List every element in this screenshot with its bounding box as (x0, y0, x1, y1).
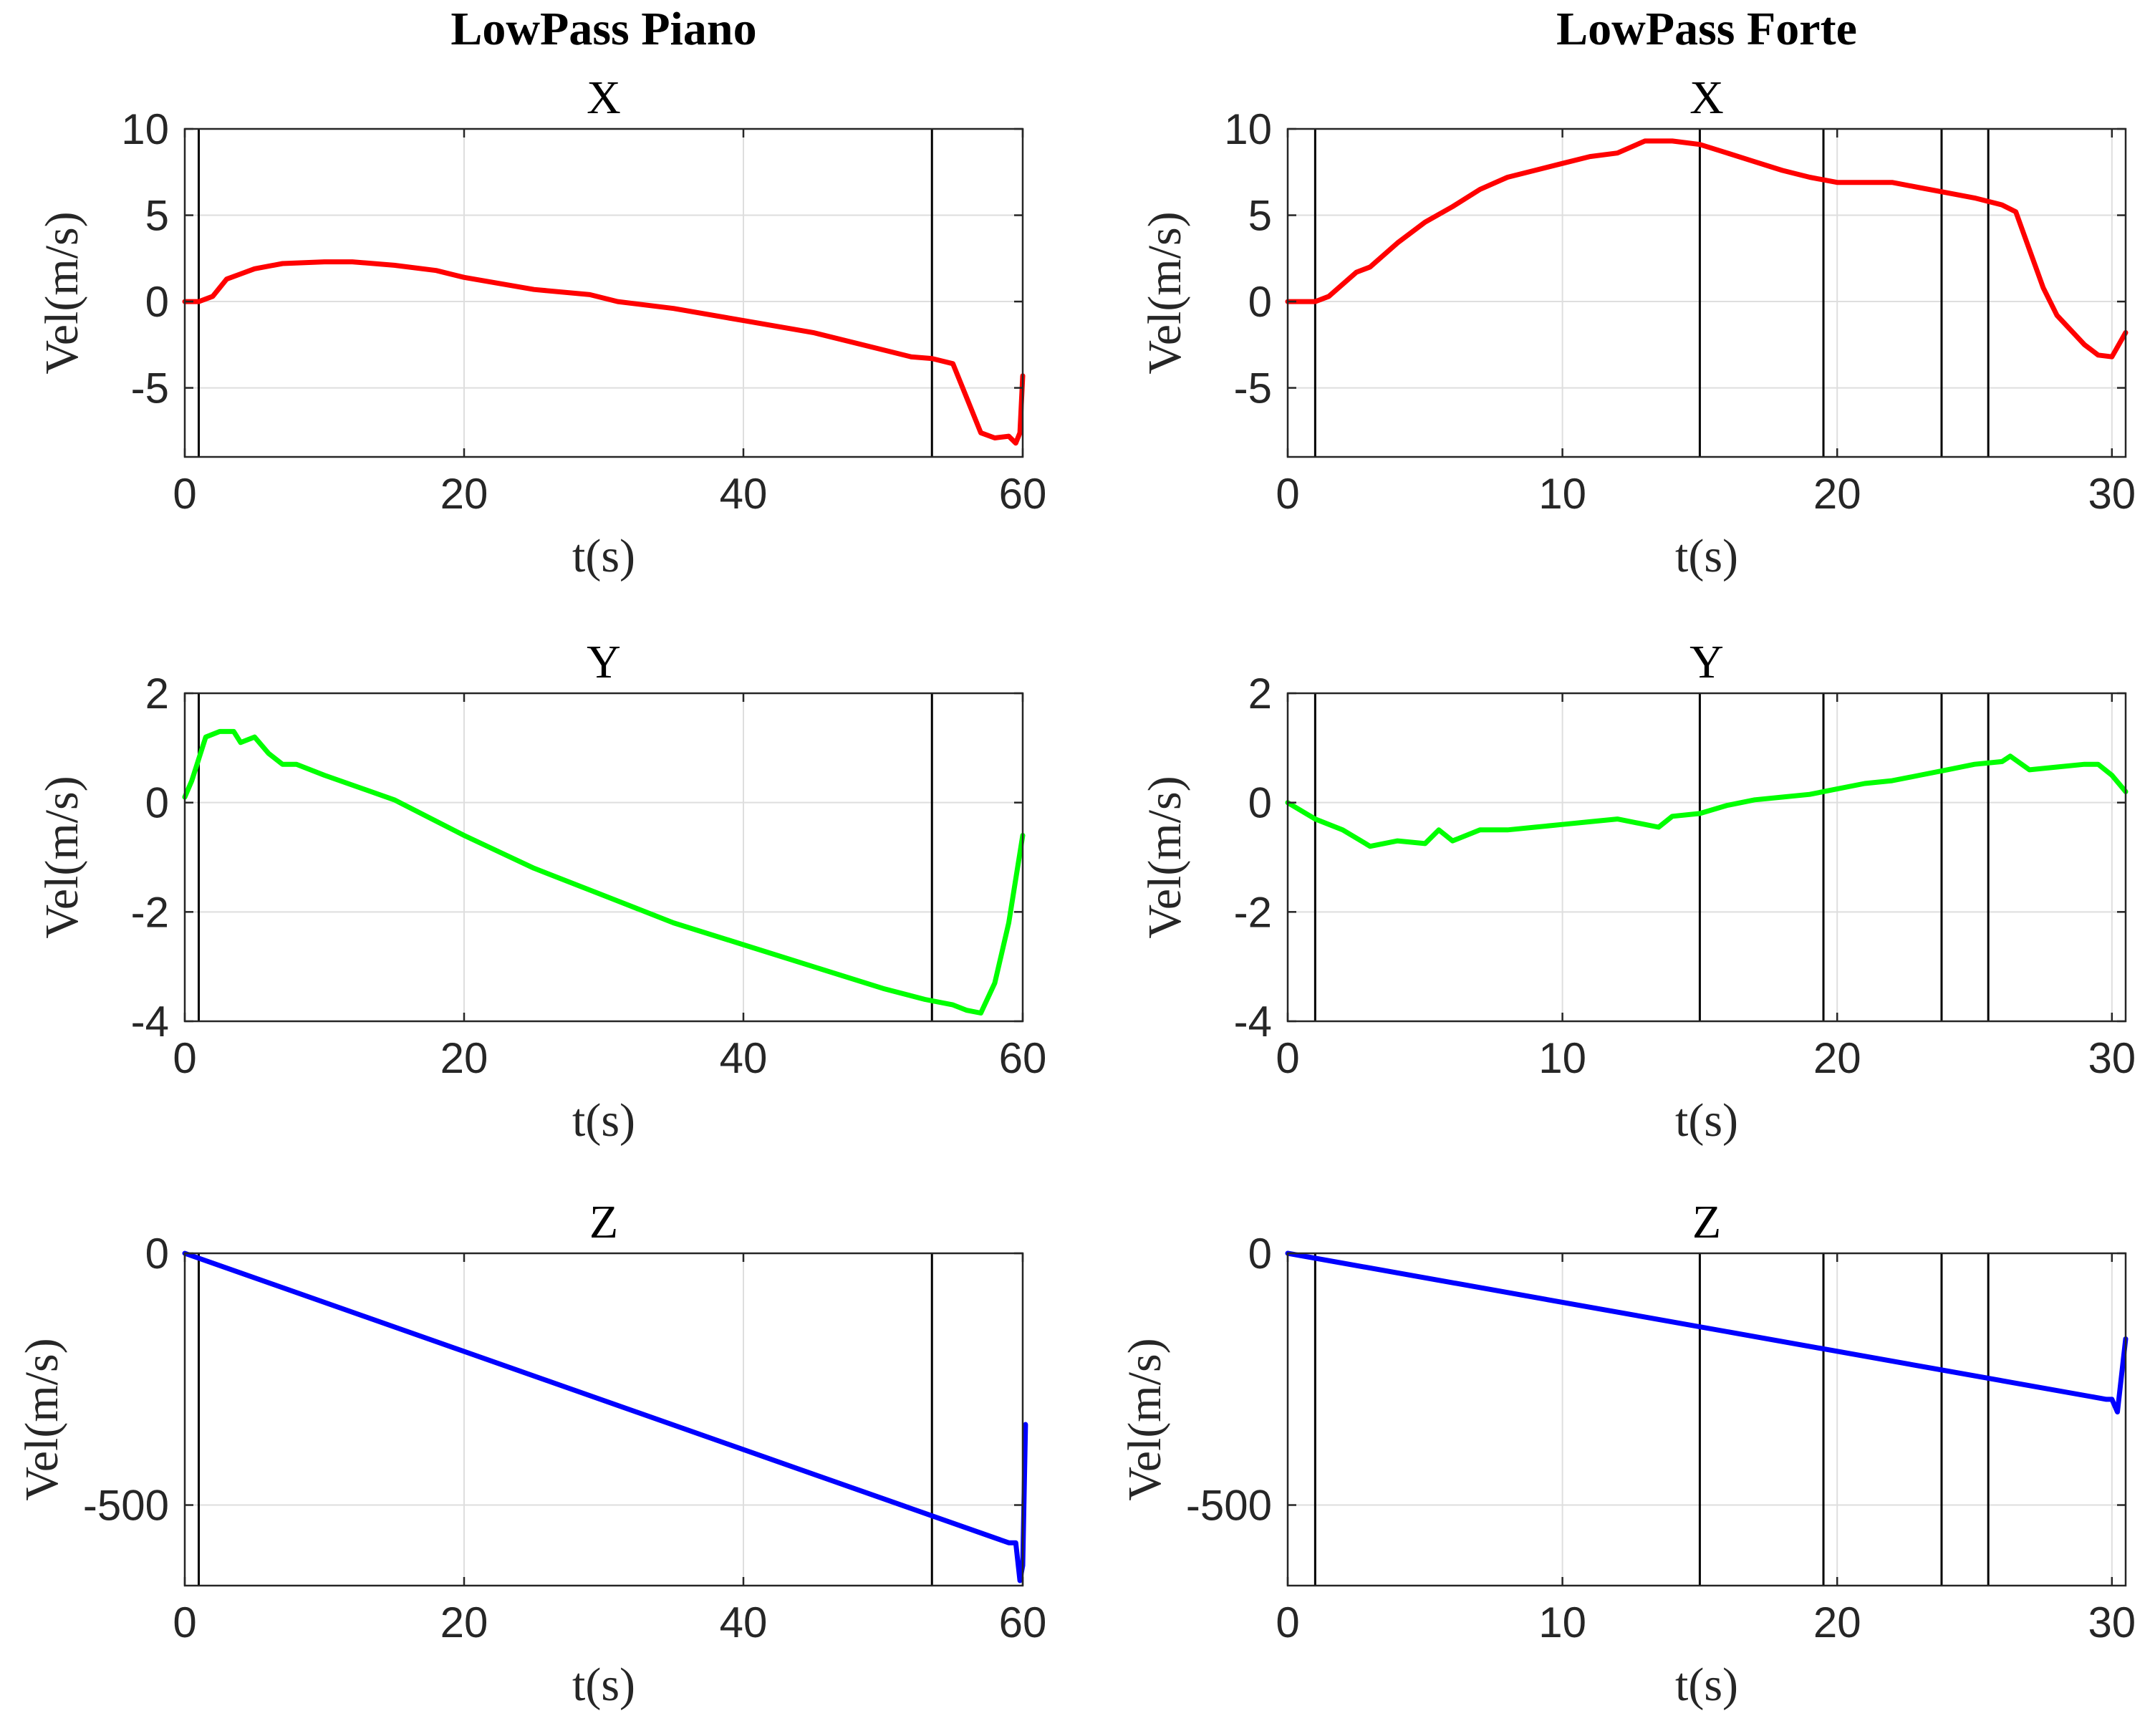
x-tick-label: 40 (720, 470, 768, 518)
x-axis-label: t(s) (572, 1094, 635, 1147)
y-tick-label: -2 (131, 888, 169, 936)
x-tick-label: 0 (173, 470, 196, 518)
y-tick-label: 0 (145, 278, 169, 326)
series-line (1285, 138, 2129, 360)
x-tick-label: 10 (1538, 1598, 1586, 1646)
series-line (182, 728, 1026, 1016)
y-tick-label: 10 (121, 105, 169, 153)
x-tick-label: 20 (1813, 470, 1861, 518)
y-tick-label: 0 (1248, 779, 1272, 827)
series-line (1285, 753, 2129, 849)
x-tick-label: 30 (2088, 1598, 2136, 1646)
x-tick-label: 60 (999, 1034, 1047, 1082)
y-tick-label: -4 (1234, 998, 1272, 1046)
chart-panel-5: 0 10 20 30 -500 0 Zt(s) Vel(m/s) (1119, 1196, 2136, 1711)
x-axis-label: t(s) (1675, 1094, 1738, 1147)
x-tick-label: 0 (173, 1034, 196, 1082)
y-tick-label: 5 (145, 192, 169, 240)
x-tick-label: 40 (720, 1034, 768, 1082)
y-tick-label: -500 (83, 1482, 169, 1530)
x-tick-label: 30 (2088, 1034, 2136, 1082)
x-tick-label: 10 (1538, 470, 1586, 518)
x-tick-label: 20 (440, 1598, 488, 1646)
series-line (1285, 1250, 2129, 1414)
x-tick-label: 60 (999, 470, 1047, 518)
x-axis-label: t(s) (572, 1659, 635, 1711)
y-tick-label: 0 (145, 779, 169, 827)
x-axis-label: t(s) (1675, 530, 1738, 582)
y-tick-label: -5 (1234, 365, 1272, 413)
series-line (182, 1250, 1028, 1583)
y-axis-label: Vel(m/s) (36, 211, 88, 374)
y-tick-label: 10 (1224, 105, 1272, 153)
chart-panel-0: 0 20 40 60 -5 0 5 10 Xt(s) Vel(m/s) (36, 72, 1046, 582)
y-axis-label: Vel(m/s) (1119, 1338, 1171, 1500)
axes-box (183, 692, 1024, 1023)
x-tick-label: 0 (173, 1598, 196, 1646)
y-tick-label: -2 (1234, 888, 1272, 936)
chart-panel-1: 0 10 20 30 -5 0 5 10 Xt(s) Vel(m/s) (1139, 72, 2136, 582)
y-tick-label: 2 (1248, 670, 1272, 718)
panel-title: X (587, 72, 621, 124)
y-axis-label: Vel(m/s) (1139, 211, 1191, 374)
y-axis-label: Vel(m/s) (1139, 776, 1191, 938)
y-tick-label: -4 (131, 998, 169, 1046)
axes-box (183, 127, 1024, 458)
y-tick-label: 5 (1248, 192, 1272, 240)
x-tick-label: 20 (1813, 1598, 1861, 1646)
y-tick-label: -500 (1186, 1482, 1272, 1530)
y-axis-label: Vel(m/s) (16, 1338, 68, 1500)
y-tick-label: -5 (131, 365, 169, 413)
axes-box (183, 1252, 1024, 1587)
panel-title: Y (587, 636, 621, 688)
column-title-piano: LowPass Piano (450, 3, 756, 55)
x-axis-label: t(s) (572, 530, 635, 582)
panel-title: X (1689, 72, 1724, 124)
x-tick-label: 20 (440, 470, 488, 518)
x-tick-label: 0 (1276, 1598, 1299, 1646)
x-tick-label: 60 (999, 1598, 1047, 1646)
panel-title: Z (1692, 1196, 1721, 1248)
x-tick-label: 0 (1276, 470, 1299, 518)
chart-panel-4: 0 20 40 60 -500 0 Zt(s) Vel(m/s) (16, 1196, 1046, 1711)
x-tick-label: 0 (1276, 1034, 1299, 1082)
series-line (182, 259, 1026, 446)
axes-box (1286, 127, 2127, 458)
column-title-forte: LowPass Forte (1556, 3, 1857, 55)
x-tick-label: 10 (1538, 1034, 1586, 1082)
x-tick-label: 20 (440, 1034, 488, 1082)
y-tick-label: 2 (145, 670, 169, 718)
y-axis-label: Vel(m/s) (36, 776, 88, 938)
axes-box (1286, 692, 2127, 1023)
x-tick-label: 20 (1813, 1034, 1861, 1082)
panel-title: Y (1689, 636, 1724, 688)
y-tick-label: 0 (145, 1230, 169, 1278)
chart-panel-3: 0 10 20 30 -4 -2 0 2 Yt(s) Vel(m/s) (1139, 636, 2136, 1147)
x-tick-label: 40 (720, 1598, 768, 1646)
x-tick-label: 30 (2088, 470, 2136, 518)
y-tick-label: 0 (1248, 278, 1272, 326)
axes-box (1286, 1252, 2127, 1587)
x-axis-label: t(s) (1675, 1659, 1738, 1711)
panel-title: Z (589, 1196, 618, 1248)
chart-panel-2: 0 20 40 60 -4 -2 0 2 Yt(s) Vel(m/s) (36, 636, 1046, 1147)
y-tick-label: 0 (1248, 1230, 1272, 1278)
